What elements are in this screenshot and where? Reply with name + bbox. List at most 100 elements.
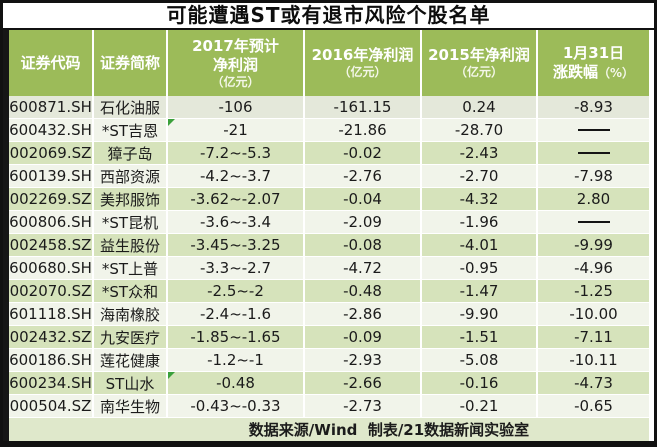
- profit-2015: -2.43: [422, 142, 536, 165]
- column-header-unit: （亿元）: [211, 74, 260, 89]
- profit-2016: -2.76: [305, 165, 420, 188]
- profit-2016: -161.15: [305, 96, 420, 119]
- column-header-3: 2016年净利润 （亿元）: [305, 30, 420, 96]
- profit-2016: -2.66: [305, 372, 420, 395]
- profit-2015: -5.08: [422, 349, 536, 372]
- column-header-label-line2: 涨跌幅（%）: [552, 62, 635, 81]
- column-header-label: 2016年净利润: [311, 46, 414, 64]
- column-header-unit: （亿元）: [454, 65, 503, 79]
- stock-name: 益生股份: [94, 234, 166, 257]
- table-row: 600432.SH *ST吉恩 -21 -21.86 -28.70: [9, 119, 649, 142]
- column-header-label: 1月31日: [562, 43, 625, 62]
- stock-code: 600139.SH: [9, 165, 92, 188]
- profit-2016: -2.09: [305, 211, 420, 234]
- change-jan31: -0.65: [538, 395, 649, 418]
- stock-code: 600806.SH: [9, 211, 92, 234]
- profit-2017-forecast: -3.6~-3.4: [168, 211, 303, 234]
- source-credit: 数据来源/Wind 制表/21数据新闻实验室: [9, 418, 649, 441]
- profit-2016: -0.04: [305, 188, 420, 211]
- profit-2017-forecast: -2.5~-2: [168, 280, 303, 303]
- column-header-0: 证券代码: [9, 30, 92, 96]
- profit-2015: -0.95: [422, 257, 536, 280]
- profit-2016: -21.86: [305, 119, 420, 142]
- table-row: 600234.SH ST山水 -0.48 -2.66 -0.16 -4.73: [9, 372, 649, 395]
- stock-name: 石化油服: [94, 96, 166, 119]
- stock-code: 002269.SZ: [9, 188, 92, 211]
- change-jan31: -4.73: [538, 372, 649, 395]
- change-jan31: -8.93: [538, 96, 649, 119]
- column-header-label: 证券代码: [20, 53, 81, 72]
- column-header-5: 1月31日 涨跌幅（%）: [538, 30, 649, 96]
- change-jan31: -10.00: [538, 303, 649, 326]
- column-header-1: 证券简称: [94, 30, 166, 96]
- profit-2015: -28.70: [422, 119, 536, 142]
- stock-name: 莲花健康: [94, 349, 166, 372]
- profit-2017-forecast: -2.4~-1.6: [168, 303, 303, 326]
- stock-code: 600234.SH: [9, 372, 92, 395]
- profit-2015: 0.24: [422, 96, 536, 119]
- risk-stock-table: 证券代码 证券简称 2017年预计 净利润 （亿元） 2016年净利润 （亿元） 2015年净…: [3, 30, 649, 441]
- profit-2016: -0.08: [305, 234, 420, 257]
- profit-2015: -2.70: [422, 165, 536, 188]
- profit-2015: -0.16: [422, 372, 536, 395]
- profit-2017-forecast: -0.43~-0.33: [168, 395, 303, 418]
- profit-2016: -2.73: [305, 395, 420, 418]
- stock-name: *ST昆机: [94, 211, 166, 234]
- profit-2015: -1.51: [422, 326, 536, 349]
- change-jan31: -10.11: [538, 349, 649, 372]
- table-row: 600871.SH 石化油服 -106 -161.15 0.24 -8.93: [9, 96, 649, 119]
- table-row: 002069.SZ 獐子岛 -7.2~-5.3 -0.02 -2.43: [9, 142, 649, 165]
- table-row: 000504.SZ 南华生物 -0.43~-0.33 -2.73 -0.21 -0.65: [9, 395, 649, 418]
- table-row: 002432.SZ 九安医疗 -1.85~-1.65 -0.09 -1.51 -7.11: [9, 326, 649, 349]
- profit-2016: -0.02: [305, 142, 420, 165]
- profit-2015: -1.96: [422, 211, 536, 234]
- profit-2017-forecast: -4.2~-3.7: [168, 165, 303, 188]
- stock-name: 南华生物: [94, 395, 166, 418]
- profit-2017-forecast: -3.62~-2.07: [168, 188, 303, 211]
- change-jan31: [538, 211, 649, 234]
- change-jan31: -9.99: [538, 234, 649, 257]
- profit-2016: -2.93: [305, 349, 420, 372]
- profit-2017-forecast: -106: [168, 96, 303, 119]
- stock-name: *ST众和: [94, 280, 166, 303]
- table-row: 600680.SH *ST上普 -3.3~-2.7 -4.72 -0.95 -4.96: [9, 257, 649, 280]
- stock-code: 002069.SZ: [9, 142, 92, 165]
- stock-code: 002070.SZ: [9, 280, 92, 303]
- stock-code: 002458.SZ: [9, 234, 92, 257]
- stock-code: 601118.SH: [9, 303, 92, 326]
- table-row: 002458.SZ 益生股份 -3.45~-3.25 -0.08 -4.01 -9.99: [9, 234, 649, 257]
- profit-2016: -2.86: [305, 303, 420, 326]
- profit-2017-forecast: -21: [168, 119, 303, 142]
- column-header-label: 2017年预计: [192, 36, 279, 55]
- profit-2017-forecast: -3.45~-3.25: [168, 234, 303, 257]
- table-row: 600139.SH 西部资源 -4.2~-3.7 -2.76 -2.70 -7.98: [9, 165, 649, 188]
- no-data-dash: [577, 221, 610, 223]
- profit-2015: -0.21: [422, 395, 536, 418]
- change-jan31: -7.11: [538, 326, 649, 349]
- stock-code: 000504.SZ: [9, 395, 92, 418]
- profit-2016: -0.09: [305, 326, 420, 349]
- stock-name: 美邦服饰: [94, 188, 166, 211]
- profit-2017-forecast: -1.85~-1.65: [168, 326, 303, 349]
- table-body: 600871.SH 石化油服 -106 -161.15 0.24 -8.93 600432.…: [9, 96, 649, 418]
- profit-2017-forecast: -1.2~-1: [168, 349, 303, 372]
- profit-2017-forecast: -3.3~-2.7: [168, 257, 303, 280]
- table-row: 600186.SH 莲花健康 -1.2~-1 -2.93 -5.08 -10.11: [9, 349, 649, 372]
- column-header-label: 证券简称: [99, 53, 160, 72]
- column-header-2: 2017年预计 净利润 （亿元）: [168, 30, 303, 96]
- profit-2017-forecast: -7.2~-5.3: [168, 142, 303, 165]
- column-header-unit: （亿元）: [338, 65, 387, 79]
- profit-2015: -9.90: [422, 303, 536, 326]
- stock-name: ST山水: [94, 372, 166, 395]
- stock-name: 獐子岛: [94, 142, 166, 165]
- stock-name: *ST上普: [94, 257, 166, 280]
- profit-2015: -4.01: [422, 234, 536, 257]
- change-jan31: -1.25: [538, 280, 649, 303]
- change-jan31: -4.96: [538, 257, 649, 280]
- change-jan31: -7.98: [538, 165, 649, 188]
- stock-name: 海南橡胶: [94, 303, 166, 326]
- stock-name: *ST吉恩: [94, 119, 166, 142]
- change-jan31: [538, 142, 649, 165]
- page-title: 可能遭遇ST或有退市风险个股名单: [3, 3, 654, 30]
